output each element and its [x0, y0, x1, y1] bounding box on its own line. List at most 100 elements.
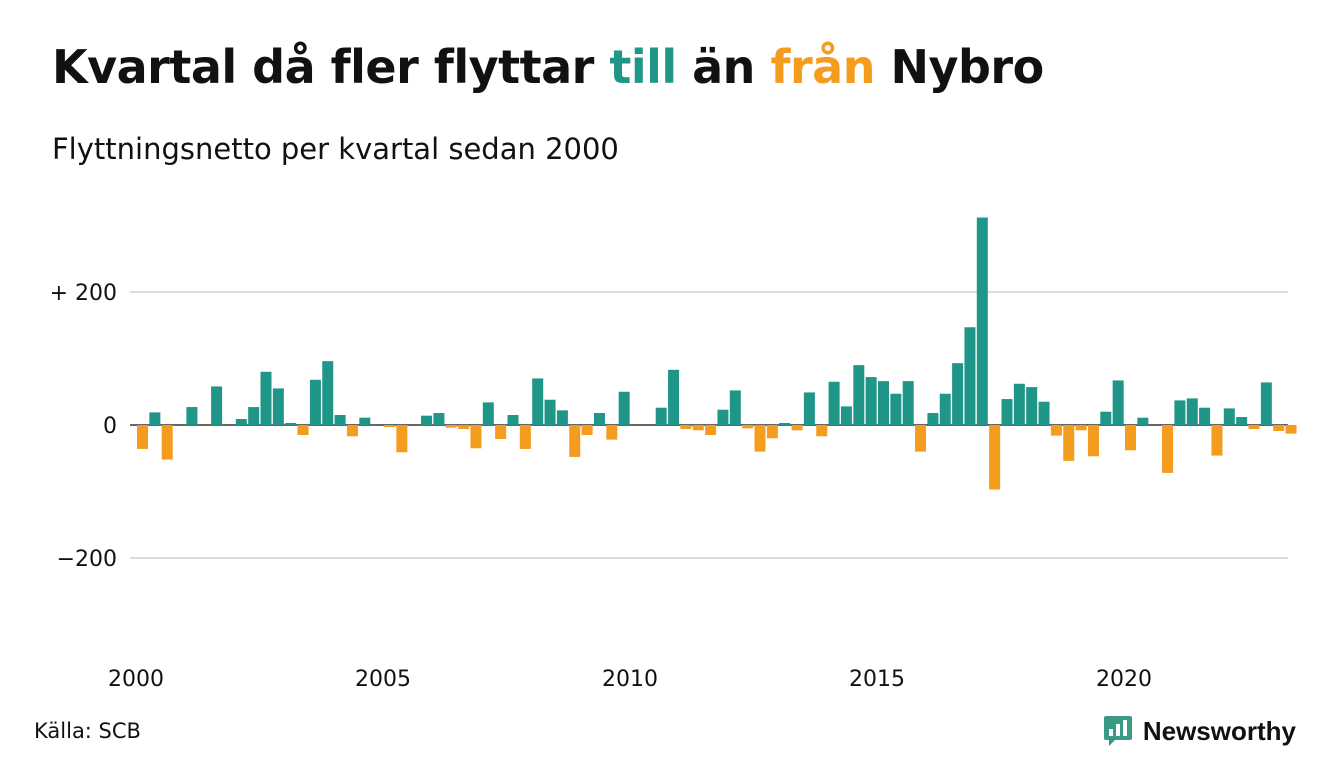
- bar: [248, 407, 260, 426]
- bar: [235, 419, 247, 425]
- bar: [766, 425, 778, 439]
- bar: [1137, 417, 1149, 426]
- bar: [1112, 380, 1124, 425]
- bar: [680, 425, 692, 429]
- bar: [729, 390, 741, 425]
- bar: [915, 425, 927, 452]
- bar: [952, 363, 964, 425]
- bar: [828, 381, 840, 425]
- bar: [1013, 383, 1025, 425]
- bar: [1087, 425, 1099, 457]
- bar: [927, 413, 939, 425]
- bar: [989, 425, 1001, 490]
- bar: [754, 425, 766, 452]
- bar: [840, 406, 852, 425]
- bar: [1186, 398, 1198, 425]
- y-tick-label: + 200: [50, 281, 117, 306]
- bar: [705, 425, 717, 435]
- bar: [964, 327, 976, 426]
- bar: [495, 425, 507, 439]
- bar: [779, 423, 791, 425]
- brand-name: Newsworthy: [1142, 715, 1296, 746]
- bar: [1248, 425, 1260, 429]
- chart-title: Kvartal då fler flyttar till än från Nyb…: [52, 40, 1044, 94]
- bar: [556, 410, 568, 425]
- bar: [569, 425, 581, 457]
- bar: [853, 365, 865, 425]
- y-tick-label: −200: [57, 547, 117, 572]
- bar: [692, 425, 704, 431]
- bar: [742, 425, 754, 429]
- bar: [606, 425, 618, 440]
- bar: [1211, 425, 1223, 456]
- bar: [655, 407, 667, 425]
- bar: [878, 381, 889, 425]
- x-axis-tick-labels: 2000 2005 2010 2015 2020: [108, 667, 1152, 692]
- bar: [890, 393, 902, 426]
- bar-chart-speech-bubble-icon: [1103, 716, 1132, 746]
- x-tick-label: 2000: [108, 667, 164, 692]
- title-part3: Nybro: [874, 40, 1044, 94]
- title-highlight-fran: från: [770, 40, 875, 94]
- bar: [668, 369, 680, 426]
- bar: [803, 392, 815, 426]
- bar: [272, 388, 284, 426]
- bar: [1236, 417, 1248, 425]
- x-tick-label: 2015: [849, 667, 905, 692]
- bar: [1162, 425, 1174, 473]
- bar: [211, 386, 223, 425]
- bar: [1063, 425, 1075, 461]
- bar: [1260, 382, 1272, 425]
- chart-subtitle: Flyttningsnetto per kvartal sedan 2000: [52, 132, 619, 166]
- bar: [1038, 401, 1050, 426]
- bar: [532, 378, 544, 425]
- bar: [1223, 408, 1235, 426]
- bar: [384, 425, 395, 427]
- bar: [346, 425, 358, 437]
- bar: [1199, 407, 1211, 425]
- bar: [1125, 425, 1136, 451]
- bar: [482, 402, 494, 425]
- bar: [470, 425, 482, 449]
- bar: [1285, 425, 1297, 434]
- source-label: Källa: SCB: [34, 719, 141, 743]
- bars: [137, 217, 1297, 490]
- x-tick-label: 2020: [1096, 667, 1152, 692]
- bar: [976, 217, 988, 425]
- x-tick-label: 2010: [602, 667, 658, 692]
- title-highlight-till: till: [609, 40, 677, 94]
- bar: [865, 377, 877, 425]
- bar: [1075, 425, 1087, 431]
- bar: [396, 425, 408, 453]
- bar: [445, 425, 457, 428]
- bar: [1026, 387, 1038, 426]
- bar: [334, 415, 346, 425]
- bar: [433, 413, 445, 425]
- brand-logo[interactable]: Newsworthy: [1103, 712, 1296, 750]
- bar: [285, 423, 297, 425]
- bar: [359, 417, 371, 426]
- y-tick-label: 0: [103, 414, 117, 439]
- bar: [322, 361, 334, 425]
- bar: [939, 393, 951, 426]
- bar: [1174, 400, 1186, 425]
- bar-chart: + 200 0 −200 2000 2005 2010 2015 2020: [50, 217, 1297, 692]
- bar: [1273, 425, 1285, 431]
- bar: [507, 415, 519, 425]
- bar: [458, 425, 470, 429]
- bar: [137, 425, 148, 449]
- bar: [1050, 425, 1062, 436]
- bar: [309, 379, 321, 425]
- bar: [1100, 411, 1112, 425]
- y-axis-tick-labels: + 200 0 −200: [50, 281, 117, 572]
- x-tick-label: 2005: [355, 667, 411, 692]
- title-part2: än: [676, 40, 771, 94]
- bar: [421, 415, 433, 425]
- bar: [1001, 399, 1013, 425]
- bar: [816, 425, 828, 437]
- bar: [186, 407, 198, 426]
- bar: [161, 425, 173, 460]
- bar: [519, 425, 531, 449]
- bar: [902, 381, 914, 425]
- bar: [593, 413, 605, 425]
